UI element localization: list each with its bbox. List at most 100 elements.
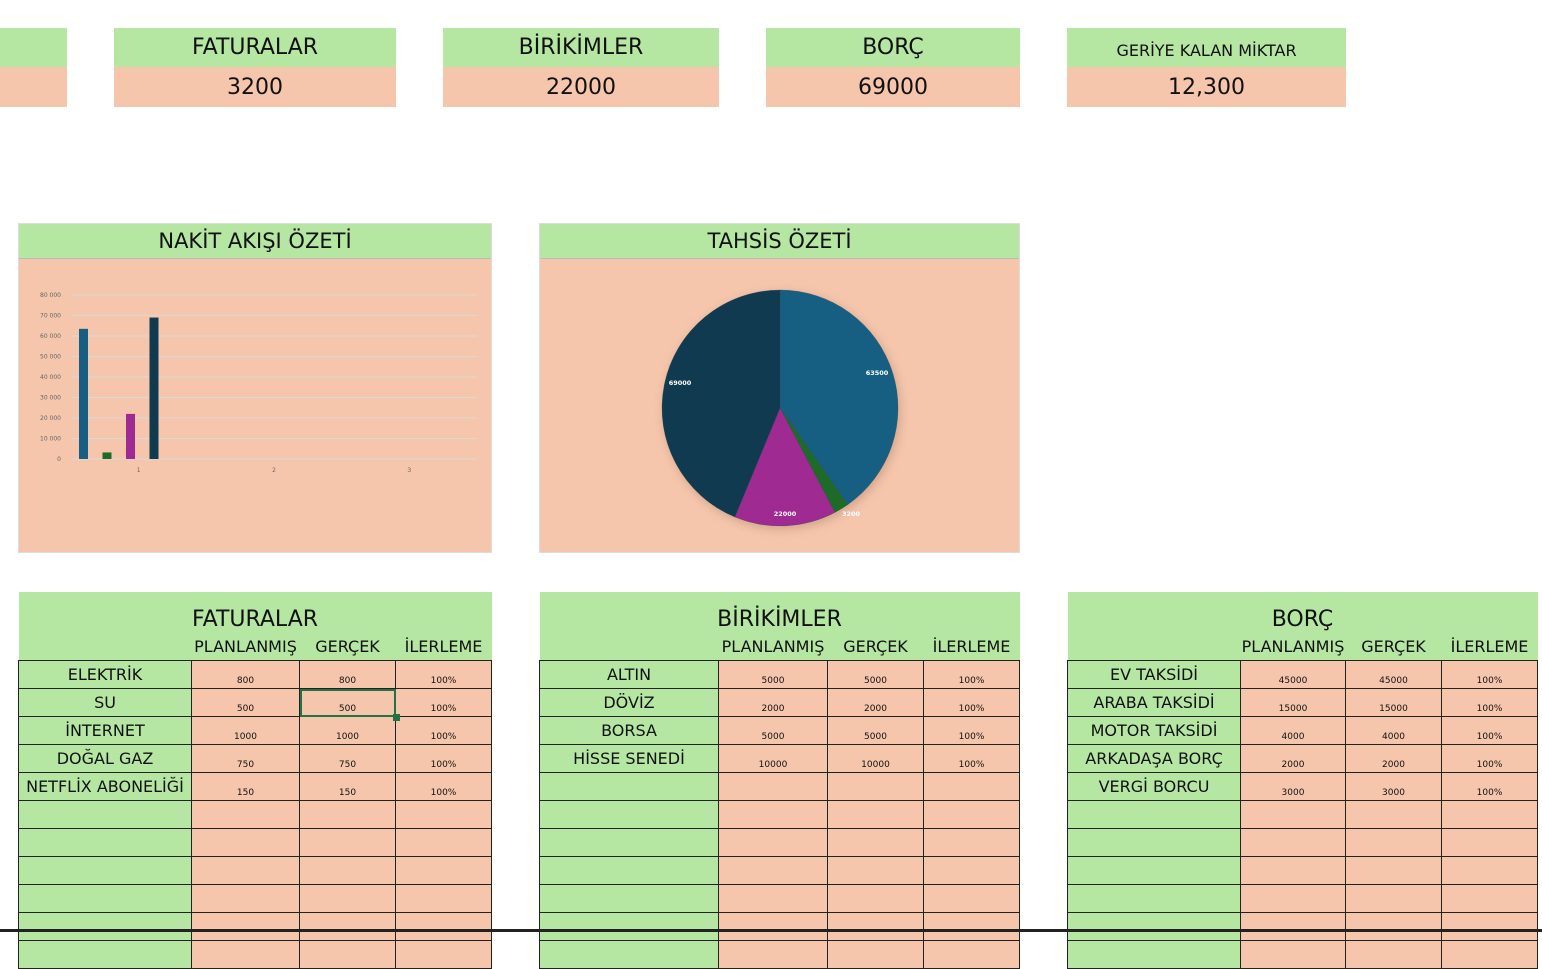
value-cell[interactable]: [827, 940, 924, 969]
value-cell[interactable]: [1440, 828, 1539, 857]
row-label-cell[interactable]: [1067, 940, 1241, 969]
value-cell[interactable]: 1000: [191, 716, 300, 745]
value-cell[interactable]: [922, 828, 1021, 857]
row-label-cell[interactable]: ARABA TAKSİDİ: [1067, 688, 1241, 717]
card-value[interactable]: 22000: [443, 67, 719, 107]
value-cell[interactable]: [718, 828, 828, 857]
value-cell[interactable]: [1345, 940, 1442, 969]
value-cell[interactable]: 100%: [395, 744, 492, 773]
value-cell[interactable]: 800: [191, 660, 300, 689]
value-cell[interactable]: [1240, 912, 1346, 941]
row-label-cell[interactable]: DOĞAL GAZ: [18, 744, 192, 773]
value-cell[interactable]: [922, 884, 1021, 913]
value-cell[interactable]: [827, 828, 924, 857]
row-label-cell[interactable]: [18, 884, 192, 913]
value-cell[interactable]: [299, 800, 396, 829]
value-cell[interactable]: [191, 828, 300, 857]
value-cell[interactable]: [922, 772, 1021, 801]
row-label-cell[interactable]: [1067, 828, 1241, 857]
value-cell[interactable]: [299, 884, 396, 913]
value-cell[interactable]: 100%: [1440, 744, 1539, 773]
value-cell[interactable]: 2000: [1240, 744, 1346, 773]
value-cell[interactable]: [1345, 828, 1442, 857]
row-label-cell[interactable]: DÖVİZ: [539, 688, 719, 717]
value-cell[interactable]: 800: [299, 660, 396, 689]
value-cell[interactable]: [191, 884, 300, 913]
value-cell[interactable]: [922, 940, 1021, 969]
value-cell[interactable]: [922, 800, 1021, 829]
value-cell[interactable]: 45000: [1345, 660, 1442, 689]
row-label-cell[interactable]: [539, 912, 719, 941]
value-cell[interactable]: 4000: [1240, 716, 1346, 745]
value-cell[interactable]: 750: [299, 744, 396, 773]
value-cell[interactable]: 4000: [1345, 716, 1442, 745]
value-cell[interactable]: [718, 912, 828, 941]
value-cell[interactable]: 5000: [718, 716, 828, 745]
row-label-cell[interactable]: [18, 940, 192, 969]
value-cell[interactable]: [827, 772, 924, 801]
value-cell[interactable]: 100%: [922, 716, 1021, 745]
row-label-cell[interactable]: [539, 856, 719, 885]
row-label-cell[interactable]: [539, 884, 719, 913]
row-label-cell[interactable]: ALTIN: [539, 660, 719, 689]
value-cell[interactable]: 15000: [1345, 688, 1442, 717]
value-cell[interactable]: [1345, 856, 1442, 885]
value-cell[interactable]: 10000: [718, 744, 828, 773]
value-cell[interactable]: [299, 940, 396, 969]
value-cell[interactable]: 150: [299, 772, 396, 801]
value-cell[interactable]: 5000: [718, 660, 828, 689]
value-cell[interactable]: [299, 856, 396, 885]
value-cell[interactable]: 100%: [1440, 688, 1539, 717]
value-cell[interactable]: 45000: [1240, 660, 1346, 689]
value-cell[interactable]: 15000: [1240, 688, 1346, 717]
value-cell[interactable]: [1345, 912, 1442, 941]
value-cell[interactable]: 100%: [1440, 660, 1539, 689]
value-cell[interactable]: [1440, 800, 1539, 829]
row-label-cell[interactable]: [1067, 800, 1241, 829]
row-label-cell[interactable]: BORSA: [539, 716, 719, 745]
row-label-cell[interactable]: [539, 828, 719, 857]
value-cell[interactable]: [395, 828, 492, 857]
value-cell[interactable]: [1240, 800, 1346, 829]
row-label-cell[interactable]: ELEKTRİK: [18, 660, 192, 689]
row-label-cell[interactable]: [539, 940, 719, 969]
row-label-cell[interactable]: MOTOR TAKSİDİ: [1067, 716, 1241, 745]
value-cell[interactable]: [922, 912, 1021, 941]
row-label-cell[interactable]: [1067, 884, 1241, 913]
row-label-cell[interactable]: NETFLİX ABONELİĞİ: [18, 772, 192, 801]
row-label-cell[interactable]: [539, 800, 719, 829]
value-cell[interactable]: [395, 884, 492, 913]
value-cell[interactable]: 2000: [827, 688, 924, 717]
value-cell[interactable]: [827, 856, 924, 885]
card-value[interactable]: 3200: [114, 67, 396, 107]
allocation-chart[interactable]: TAHSİS ÖZETİ 63500 3200 22000 69000: [539, 223, 1020, 553]
value-cell[interactable]: [827, 912, 924, 941]
value-cell[interactable]: 3000: [1345, 772, 1442, 801]
value-cell[interactable]: [395, 912, 492, 941]
value-cell[interactable]: 750: [191, 744, 300, 773]
value-cell[interactable]: [191, 800, 300, 829]
row-label-cell[interactable]: [18, 856, 192, 885]
row-label-cell[interactable]: SU: [18, 688, 192, 717]
value-cell[interactable]: [1240, 940, 1346, 969]
value-cell[interactable]: [191, 940, 300, 969]
value-cell[interactable]: 10000: [827, 744, 924, 773]
value-cell[interactable]: [191, 912, 300, 941]
value-cell[interactable]: [395, 940, 492, 969]
value-cell[interactable]: 5000: [827, 660, 924, 689]
value-cell[interactable]: 100%: [395, 716, 492, 745]
value-cell[interactable]: [299, 912, 396, 941]
value-cell[interactable]: 3000: [1240, 772, 1346, 801]
value-cell[interactable]: [922, 856, 1021, 885]
value-cell[interactable]: 500: [191, 688, 300, 717]
value-cell[interactable]: 150: [191, 772, 300, 801]
value-cell[interactable]: 100%: [922, 688, 1021, 717]
row-label-cell[interactable]: EV TAKSİDİ: [1067, 660, 1241, 689]
row-label-cell[interactable]: [18, 828, 192, 857]
value-cell[interactable]: [1345, 800, 1442, 829]
row-label-cell[interactable]: ARKADAŞA BORÇ: [1067, 744, 1241, 773]
row-label-cell[interactable]: VERGİ BORCU: [1067, 772, 1241, 801]
value-cell[interactable]: 100%: [395, 660, 492, 689]
value-cell[interactable]: [827, 884, 924, 913]
value-cell[interactable]: [1440, 856, 1539, 885]
